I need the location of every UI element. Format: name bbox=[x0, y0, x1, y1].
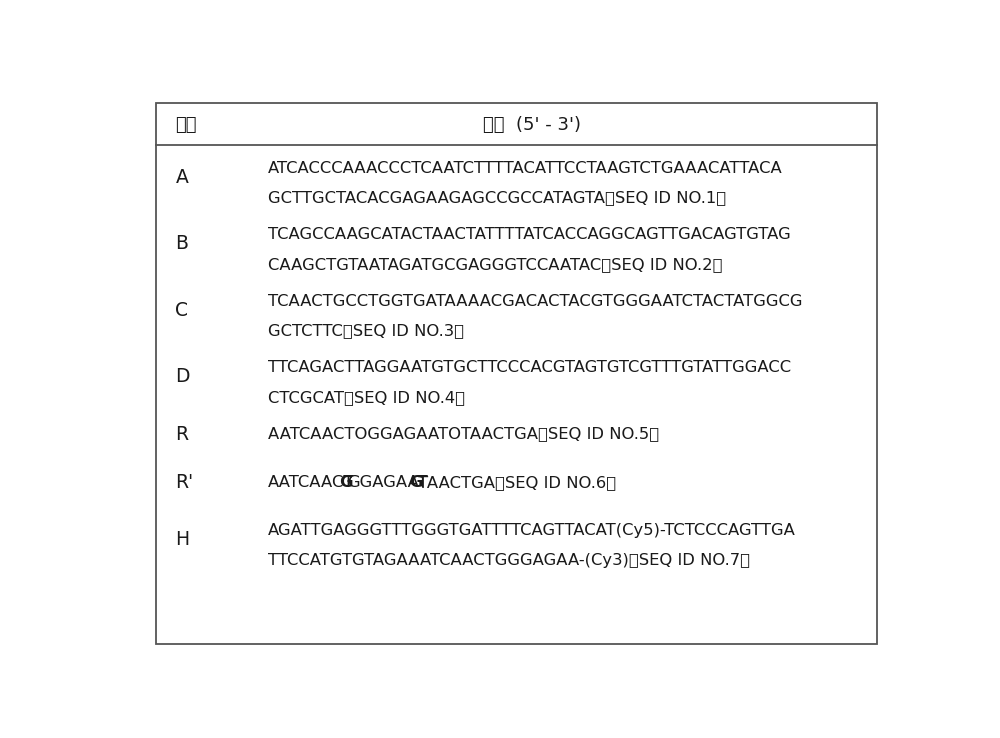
Text: G: G bbox=[339, 475, 352, 490]
Text: D: D bbox=[175, 368, 190, 386]
Text: GCTCTTC（SEQ ID NO.3）: GCTCTTC（SEQ ID NO.3） bbox=[268, 323, 464, 338]
Text: G: G bbox=[409, 475, 423, 490]
Text: GCTTGCTACACGAGAAGAGCCGCCATAGTA（SEQ ID NO.1）: GCTTGCTACACGAGAAGAGCCGCCATAGTA（SEQ ID NO… bbox=[268, 190, 726, 205]
Text: B: B bbox=[175, 234, 188, 253]
Text: H: H bbox=[175, 531, 190, 549]
Text: TTCAGACTTAGGAATGTGCTTCCCACGTAGTGTCGTTTGTATTGGACC: TTCAGACTTAGGAATGTGCTTCCCACGTAGTGTCGTTTGT… bbox=[268, 360, 792, 375]
Text: TCAGCCAAGCATACTAACTATTTTATCACCAGGCAGTTGACAGTGTAG: TCAGCCAAGCATACTAACTATTTTATCACCAGGCAGTTGA… bbox=[268, 227, 791, 242]
Text: 名称: 名称 bbox=[175, 117, 197, 134]
Text: 序列  (5' - 3'): 序列 (5' - 3') bbox=[483, 117, 581, 134]
Text: R: R bbox=[175, 424, 188, 444]
Text: CAAGCTGTAATAGATGCGAGGGTCCAATAC（SEQ ID NO.2）: CAAGCTGTAATAGATGCGAGGGTCCAATAC（SEQ ID NO… bbox=[268, 257, 723, 272]
Text: GGAGAAT: GGAGAAT bbox=[348, 475, 428, 490]
Text: AATCAACT: AATCAACT bbox=[268, 475, 355, 490]
Text: R': R' bbox=[175, 473, 194, 492]
Text: TCAACTGCCTGGTGATAAAACGACACTACGTGGGAATCTACTATGGCG: TCAACTGCCTGGTGATAAAACGACACTACGTGGGAATCTA… bbox=[268, 294, 803, 308]
Text: AATCAACTOGGAGAATOTAACTGA（SEQ ID NO.5）: AATCAACTOGGAGAATOTAACTGA（SEQ ID NO.5） bbox=[268, 427, 660, 441]
Text: AGATTGAGGGTTTGGGTGATTTTCAGTTACAT(Cy5)-TCTCCCAGTTGA: AGATTGAGGGTTTGGGTGATTTTCAGTTACAT(Cy5)-TC… bbox=[268, 523, 796, 538]
Text: TTCCATGTGTAGAAATCAACTGGGAGAA-(Cy3)（SEQ ID NO.7）: TTCCATGTGTAGAAATCAACTGGGAGAA-(Cy3)（SEQ I… bbox=[268, 553, 750, 568]
Text: TAACTGA（SEQ ID NO.6）: TAACTGA（SEQ ID NO.6） bbox=[418, 475, 616, 490]
Text: A: A bbox=[175, 168, 188, 187]
Text: CTCGCAT（SEQ ID NO.4）: CTCGCAT（SEQ ID NO.4） bbox=[268, 390, 465, 404]
Text: ATCACCCAAACCCTCAATCTTTTACATTCCTAAGTCTGAAACATTACA: ATCACCCAAACCCTCAATCTTTTACATTCCTAAGTCTGAA… bbox=[268, 161, 783, 176]
Text: C: C bbox=[175, 300, 188, 320]
